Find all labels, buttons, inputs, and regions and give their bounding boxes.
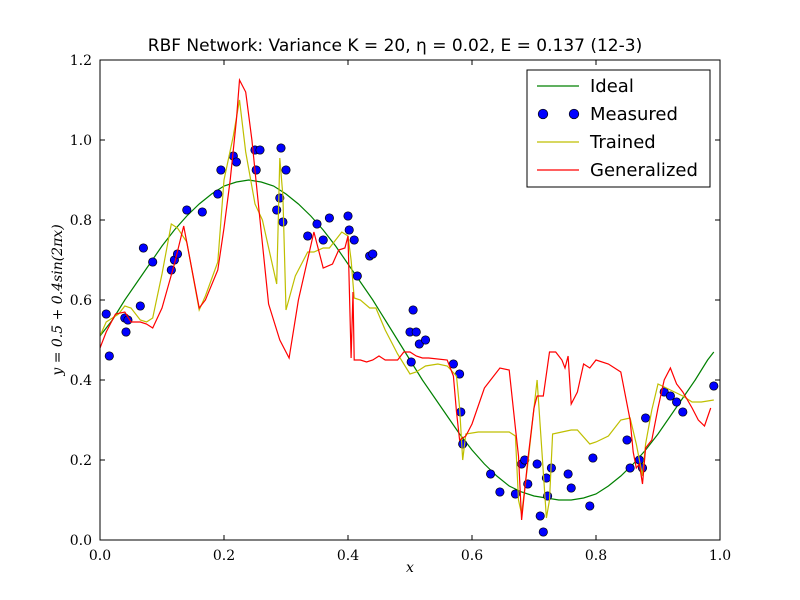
- y-axis-label: y = 0.5 + 0.4sin(2πx): [50, 224, 66, 376]
- data-point-measured: [588, 453, 598, 463]
- data-point-measured: [104, 351, 114, 361]
- data-point-measured: [255, 145, 265, 155]
- series-line-ideal: [100, 179, 715, 501]
- legend-swatch-measured: [568, 108, 580, 120]
- data-point-measured: [678, 407, 688, 417]
- data-point-measured: [275, 193, 285, 203]
- data-point-measured: [709, 381, 719, 391]
- data-point-measured: [324, 213, 334, 223]
- plot-area: [100, 77, 719, 537]
- y-tick-label: 0.8: [70, 213, 92, 229]
- data-point-measured: [344, 225, 354, 235]
- series-line-trained: [100, 99, 714, 519]
- data-point-measured: [411, 327, 421, 337]
- x-axis-label: x: [406, 560, 414, 576]
- axis-ticks: 0.0 0.2 0.4 0.6 0.8 1.0 0.0 0.2 0.4 0.6 0.8 1.0 1.2: [70, 53, 731, 564]
- legend-box: [526, 69, 711, 188]
- legend-swatch-measured: [537, 108, 549, 120]
- data-point-measured: [303, 231, 313, 241]
- legend-label-generalized: Generalized: [590, 160, 698, 181]
- data-point-measured: [520, 455, 530, 465]
- data-point-measured: [349, 235, 359, 245]
- y-tick-label: 0.4: [70, 373, 92, 389]
- data-point-measured: [458, 439, 468, 449]
- legend-label-trained: Trained: [589, 132, 656, 153]
- data-point-measured: [272, 205, 282, 215]
- x-tick-label: 0.0: [89, 548, 111, 564]
- x-tick-label: 0.8: [585, 548, 607, 564]
- chart-title: RBF Network: Variance K = 20, η = 0.02, …: [148, 36, 642, 56]
- data-point-measured: [585, 501, 595, 511]
- data-point-measured: [456, 407, 466, 417]
- data-point-measured: [123, 315, 133, 325]
- data-point-measured: [672, 397, 682, 407]
- data-point-measured: [148, 257, 158, 267]
- legend-label-measured: Measured: [590, 104, 678, 125]
- data-point-measured: [535, 511, 545, 521]
- data-point-measured: [135, 301, 145, 311]
- data-point-measured: [625, 463, 635, 473]
- data-point-measured: [665, 391, 675, 401]
- data-point-measured: [352, 271, 362, 281]
- data-point-measured: [101, 309, 111, 319]
- data-point-measured: [563, 469, 573, 479]
- data-point-measured: [420, 335, 431, 345]
- data-point-measured: [318, 235, 328, 245]
- data-point-measured: [408, 305, 418, 315]
- data-point-measured: [138, 243, 148, 253]
- data-point-measured: [251, 165, 261, 175]
- data-point-measured: [281, 165, 291, 175]
- data-point-measured: [495, 487, 505, 497]
- data-point-measured: [510, 489, 520, 499]
- x-tick-label: 0.6: [461, 548, 483, 564]
- data-point-measured: [532, 459, 542, 469]
- y-tick-label: 1.2: [70, 53, 92, 69]
- data-point-measured: [213, 189, 223, 199]
- y-tick-label: 0.6: [70, 293, 92, 309]
- data-point-measured: [538, 527, 548, 537]
- legend: Ideal Measured Trained Generalized: [526, 69, 711, 188]
- data-point-measured: [121, 327, 131, 337]
- series-line-generalized: [100, 77, 712, 521]
- x-tick-label: 1.0: [709, 548, 731, 564]
- y-tick-label: 0.0: [70, 533, 92, 549]
- data-point-measured: [312, 219, 322, 229]
- y-tick-label: 0.2: [70, 453, 92, 469]
- legend-label-ideal: Ideal: [590, 76, 634, 97]
- data-point-measured: [231, 157, 241, 167]
- data-point-measured: [406, 357, 416, 367]
- data-point-measured: [276, 143, 286, 153]
- data-point-measured: [216, 165, 226, 175]
- data-point-measured: [182, 205, 192, 215]
- data-point-measured: [622, 435, 632, 445]
- series-points-measured: [101, 143, 719, 537]
- y-tick-label: 1.0: [70, 133, 92, 149]
- data-point-measured: [566, 483, 576, 493]
- data-point-measured: [343, 211, 353, 221]
- data-point-measured: [486, 469, 496, 479]
- x-tick-label: 0.2: [213, 548, 235, 564]
- data-point-measured: [368, 249, 378, 259]
- data-point-measured: [278, 217, 288, 227]
- data-point-measured: [641, 413, 651, 423]
- data-point-measured: [197, 207, 207, 217]
- x-tick-label: 0.4: [337, 548, 359, 564]
